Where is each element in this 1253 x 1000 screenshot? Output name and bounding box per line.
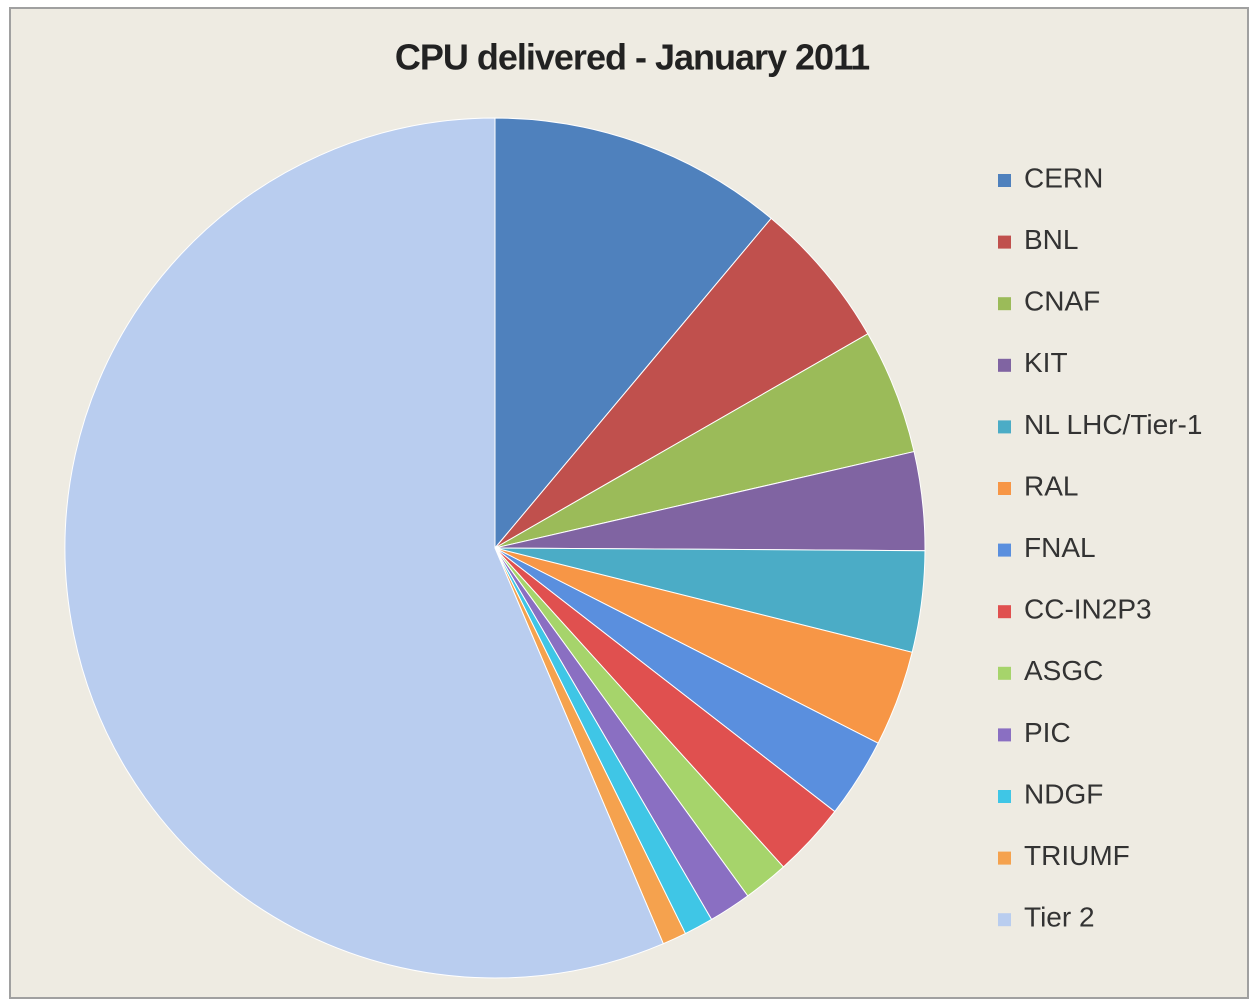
legend-swatch (998, 358, 1011, 372)
pie-slice (494, 117, 772, 550)
legend-label: CC-IN2P3 (1024, 594, 1152, 625)
legend-swatch (998, 482, 1011, 495)
legend-label: CERN (1024, 162, 1103, 193)
legend-label: BNL (1024, 224, 1078, 255)
legend-swatch (998, 605, 1011, 619)
legend-swatch (998, 851, 1011, 865)
legend: CERN BNL CNAF KIT NL LHC/Tier-1 RAL FNAL CC-IN2… (998, 162, 1202, 933)
legend-label: RAL (1024, 470, 1078, 501)
pie-slice (494, 217, 869, 549)
pie-slice (64, 117, 664, 979)
legend-label: KIT (1024, 347, 1068, 378)
legend-swatch (998, 420, 1011, 434)
legend-swatch (998, 728, 1011, 742)
legend-swatch (998, 543, 1011, 557)
legend-swatch (998, 297, 1011, 311)
chart-title: CPU delivered - January 2011 (395, 37, 870, 78)
legend-label: Tier 2 (1024, 902, 1095, 933)
legend-label: PIC (1024, 717, 1071, 748)
legend-label: NDGF (1024, 778, 1103, 809)
legend-swatch (998, 790, 1011, 803)
legend-label: CNAF (1024, 286, 1100, 317)
legend-swatch (998, 666, 1011, 680)
legend-swatch (998, 174, 1011, 187)
legend-swatch (998, 235, 1011, 249)
legend-label: TRIUMF (1024, 840, 1130, 871)
pie (64, 117, 926, 979)
legend-label: ASGC (1024, 655, 1103, 686)
legend-swatch (998, 913, 1011, 927)
legend-label: NL LHC/Tier-1 (1024, 409, 1202, 440)
legend-label: FNAL (1024, 532, 1096, 563)
